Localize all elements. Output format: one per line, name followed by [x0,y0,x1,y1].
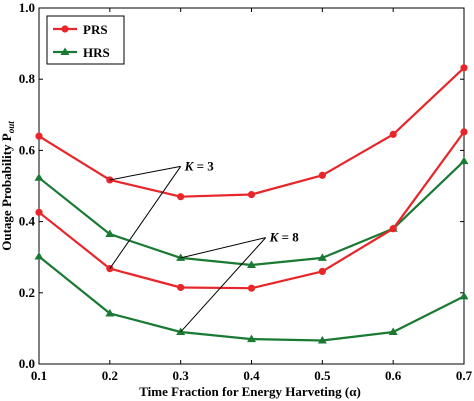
prs-k3-point [460,64,468,72]
y-axis-title-subscript: out [6,121,16,134]
y-tick-label: 0.8 [19,71,36,86]
y-tick-label: 0.2 [19,285,35,300]
x-tick-label: 0.2 [102,368,118,383]
hrs-k8-point [176,327,186,335]
annotation-k3-pointer-1 [109,165,181,181]
hrs-k8-point [317,336,327,344]
hrs-k3-point [176,253,186,261]
prs-k3-point [177,193,185,201]
y-axis-title: Outage Probability Pout [0,121,16,251]
prs-k8-point [35,208,43,216]
annotation-k3-value: = 3 [193,158,214,173]
x-tick-label: 0.5 [314,368,331,383]
annotation-k3-pointer-2 [109,166,182,269]
y-tick-label: 0.4 [19,214,36,229]
annotation-k8-label: K = 8 [269,230,300,245]
x-tick-label: 0.6 [385,368,402,383]
prs-k8-point [247,284,256,292]
y-tick-label: 1.0 [19,0,35,15]
y-tick-label: 0.0 [19,356,35,371]
annotation-k8-pointer-1 [180,237,266,259]
annotation-k3-k: K [184,158,195,173]
annotation-k8-pointer-2 [180,237,267,333]
hrs-k8-point [105,308,115,317]
hrs-k3-point [247,260,256,269]
hrs-k3-point [105,229,115,238]
prs-k8-point [177,283,185,292]
x-tick-label: 0.7 [456,368,473,383]
hrs-k8-point [247,334,256,343]
legend-hrs-marker [60,47,70,55]
legend-hrs-label: HRS [83,45,110,60]
legend-prs-marker [61,25,69,33]
x-axis-title: Time Fraction for Energy Harveting (α) [139,384,361,399]
prs-k3-point [318,171,326,179]
x-tick-label: 0.3 [173,368,190,383]
hrs-k8-point [34,251,44,260]
chart-marks [34,64,469,344]
annotation-k8: K = 8 [180,230,300,333]
prs-k8-point [389,225,397,233]
annotation-k8-k: K [269,230,280,245]
prs-k8-point [460,128,468,136]
legend: PRS HRS [46,15,125,65]
legend-prs-label: PRS [83,22,108,37]
hrs-k3-point [317,253,327,261]
prs-k3-point [247,190,256,199]
axis-ticks: 0.1 0.2 0.3 0.4 0.5 0.6 0.7 0.0 0.2 0.4 0.6 0.8 1.0 [19,0,473,383]
plot-frame [38,7,465,365]
hrs-k3-point [34,173,44,181]
annotation-k3: K = 3 [109,158,215,269]
annotation-k3-label: K = 3 [184,158,215,173]
prs-k3-point [389,130,397,138]
x-tick-label: 0.1 [31,368,47,383]
x-tick-label: 0.4 [243,368,260,383]
hrs-k8-point [459,291,469,300]
prs-k8-point [318,267,326,276]
hrs-k8-point [388,327,398,335]
legend-box [46,15,125,65]
annotation-k8-value: = 8 [278,230,299,245]
y-tick-label: 0.6 [19,142,36,157]
hrs-k3-point [459,156,469,165]
prs-k3-point [35,132,43,140]
